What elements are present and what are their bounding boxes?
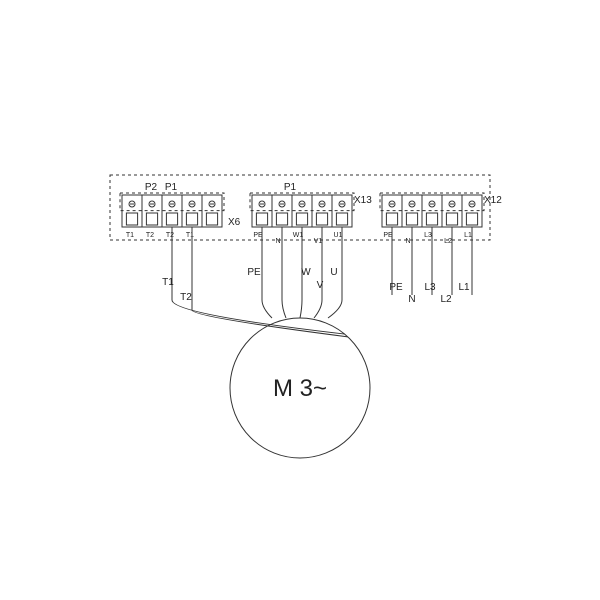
label: T1 [186, 232, 194, 239]
block-label-x12: X12 [484, 195, 502, 206]
label: T1 [126, 232, 134, 239]
wire-label: L1 [458, 282, 470, 293]
wire-label: N [408, 294, 415, 305]
wire-label: U [330, 267, 337, 278]
label: L3 [424, 232, 432, 239]
wiring-diagram: X6X13X12P2P1T1T2T2T1P1PENW1V1U1PENL3L2L1… [0, 0, 600, 600]
label: T2 [166, 232, 174, 239]
motor-label: M 3~ [273, 375, 327, 402]
label: P1 [165, 182, 178, 193]
terminal-block-x12 [380, 193, 484, 227]
label: V1 [314, 238, 323, 245]
terminal-block-x6 [120, 193, 224, 227]
wire-label: PE [389, 282, 403, 293]
wire-x6-t2 [192, 227, 348, 337]
wire-label: L3 [424, 282, 436, 293]
label: P1 [284, 182, 297, 193]
wire-label: T1 [162, 277, 174, 288]
wire-label: V [317, 280, 324, 291]
wire-x13-0 [262, 227, 272, 318]
wire-x13-1 [282, 227, 286, 318]
label: P2 [145, 182, 158, 193]
label: L2 [444, 238, 452, 245]
label: N [275, 238, 280, 245]
label: T2 [146, 232, 154, 239]
block-label-x13: X13 [354, 195, 372, 206]
wire-label: PE [247, 267, 261, 278]
terminal-block-x13 [250, 193, 354, 227]
label: N [405, 238, 410, 245]
wire-label: L2 [440, 294, 452, 305]
wire-label: T2 [180, 292, 192, 303]
block-label-x6: X6 [228, 217, 241, 228]
label: U1 [334, 232, 343, 239]
wire-label: W [301, 267, 311, 278]
label: L1 [464, 232, 472, 239]
